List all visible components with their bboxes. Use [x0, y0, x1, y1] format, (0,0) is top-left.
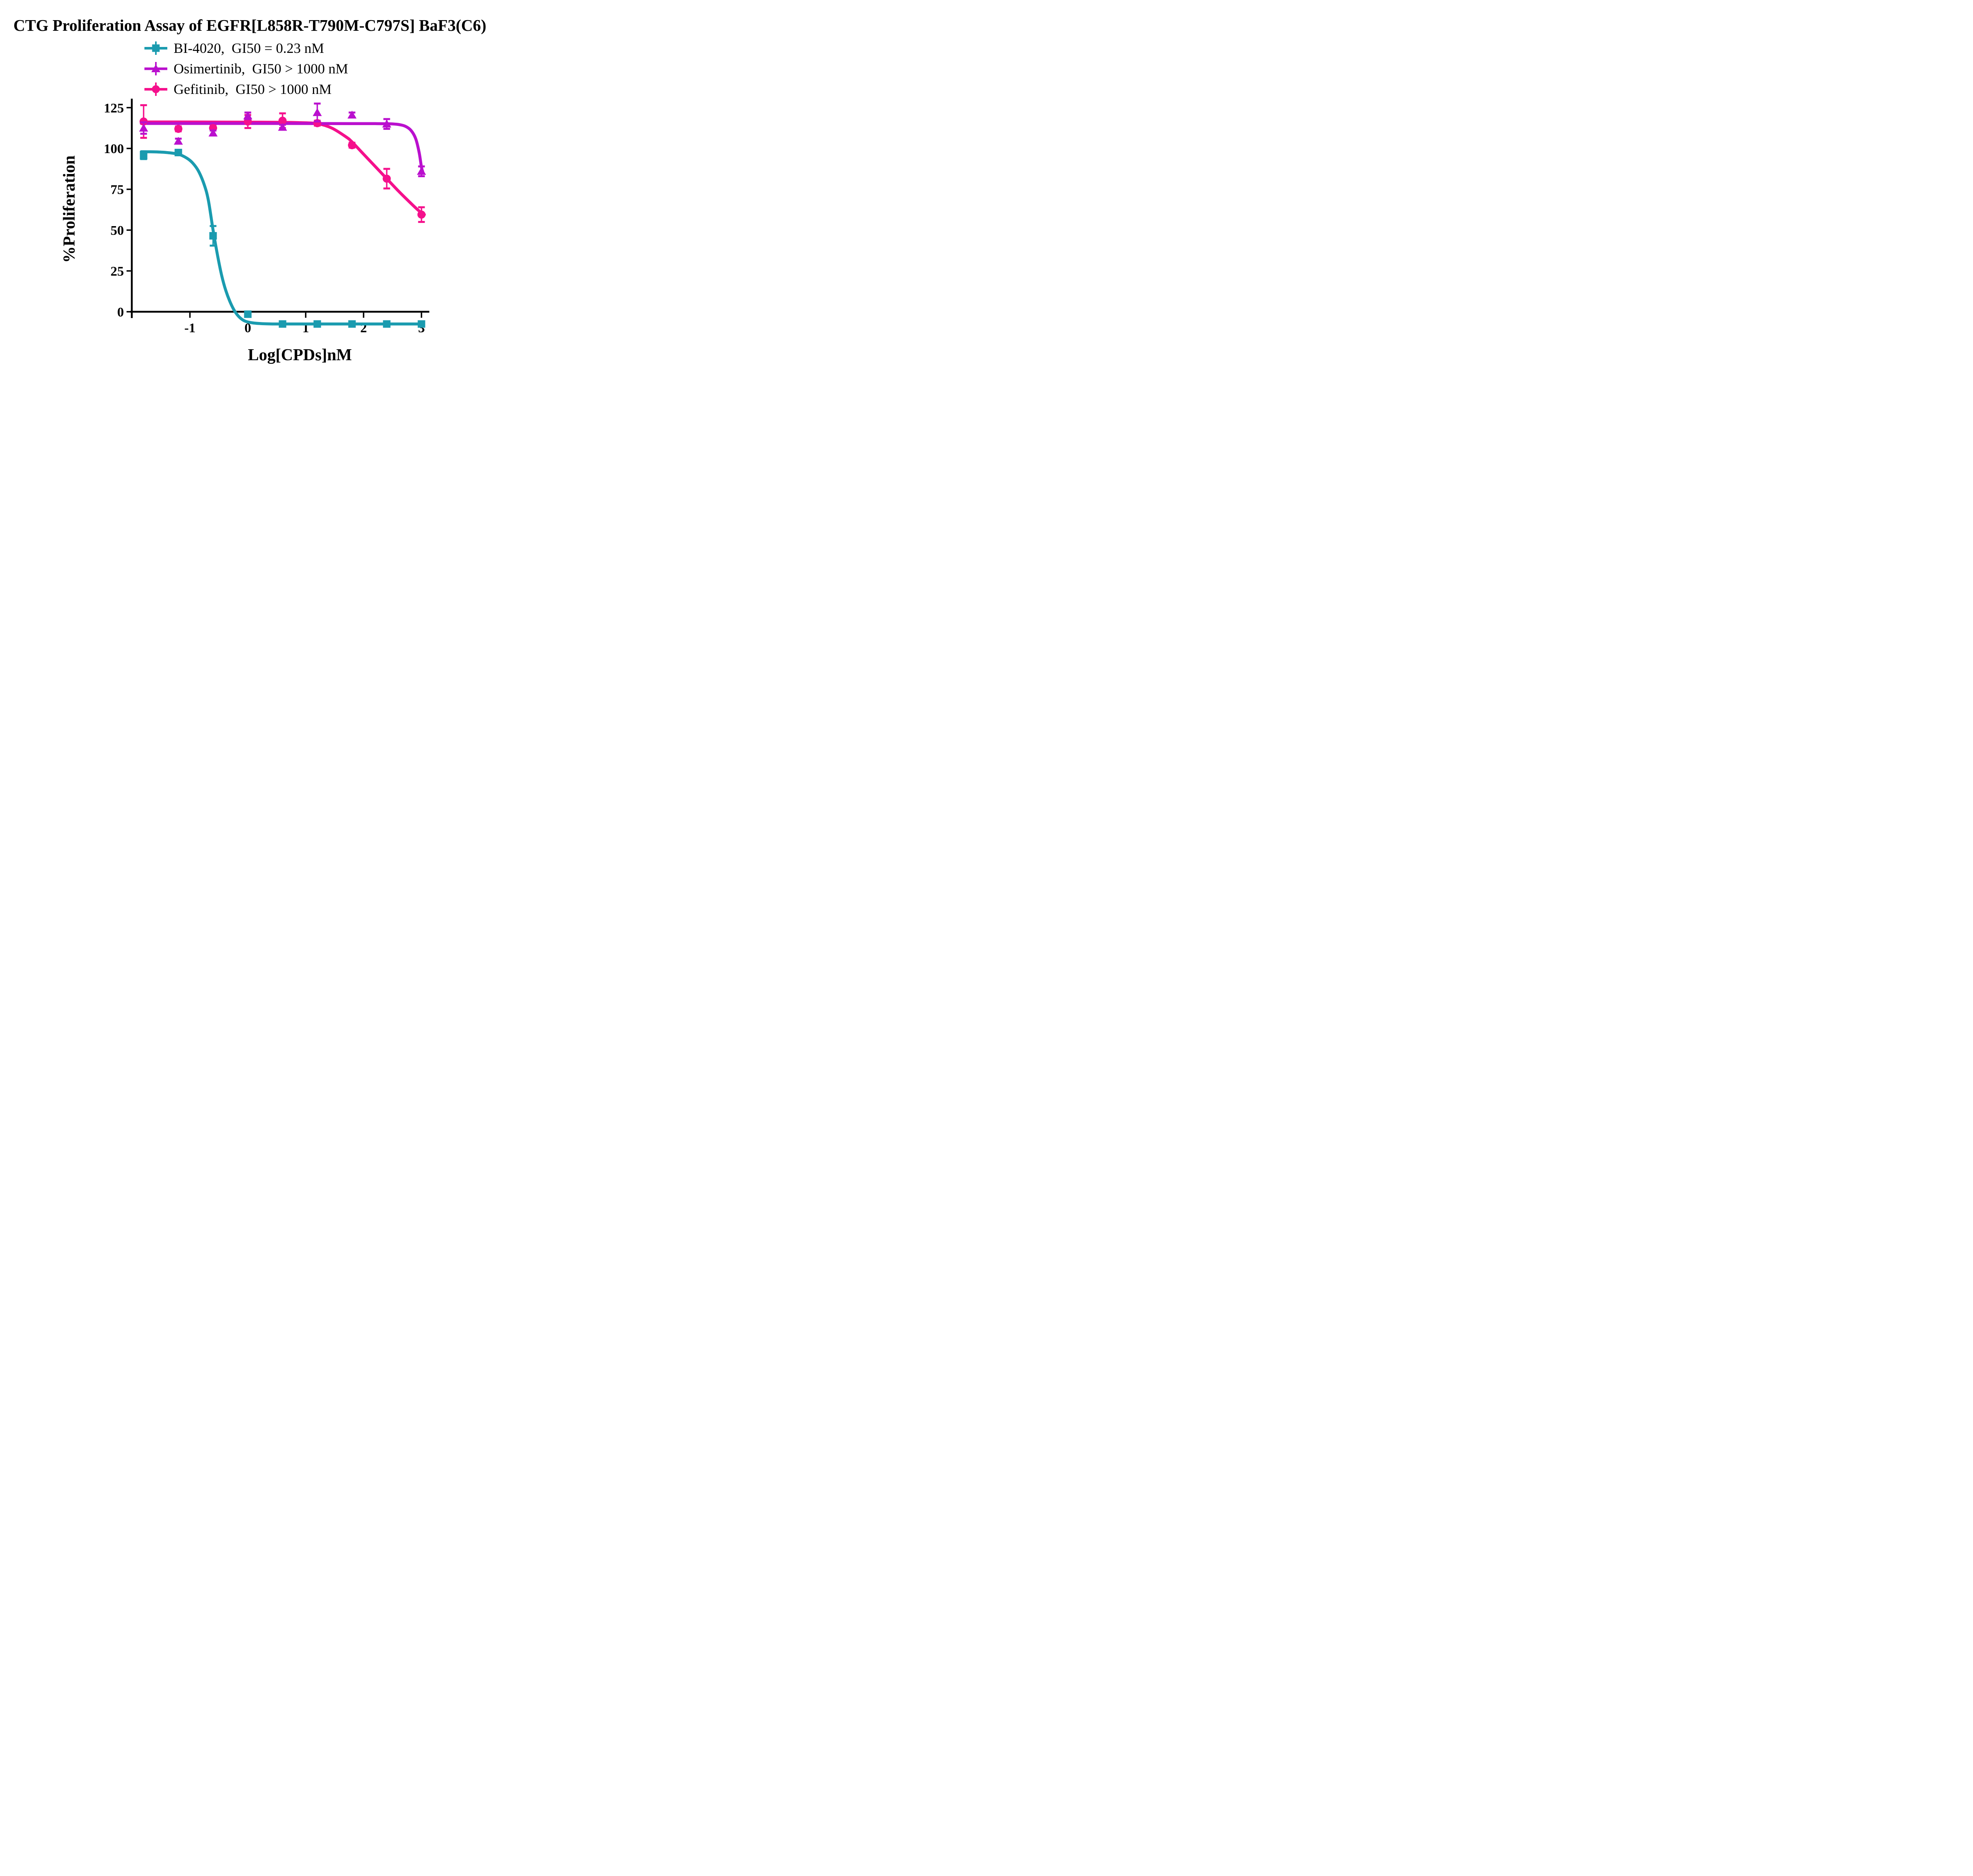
legend-circle-marker-icon	[144, 82, 167, 96]
series-osimertinib-error-cap-top	[314, 102, 321, 105]
legend-label: BI-4020, GI50 = 0.23 nM	[174, 40, 324, 56]
series-gefitinib-data-point-marker	[174, 125, 183, 133]
series-osimertinib-error-cap-bottom	[314, 120, 321, 123]
legend-triangle-marker-icon	[144, 62, 167, 75]
series-osimertinib-data-point-marker	[347, 110, 357, 119]
series-gefitinib-error-cap-bottom	[140, 137, 147, 139]
series-bi-4020-fit-curve	[140, 150, 423, 326]
series-osimertinib-data-point-marker	[417, 167, 426, 175]
series-gefitinib-data-point-marker	[278, 116, 287, 125]
series-gefitinib-error-cap-top	[418, 206, 425, 208]
legend-item-osimertinib: Osimertinib, GI50 > 1000 nM	[144, 58, 348, 79]
legend-item-gefitinib: Gefitinib, GI50 > 1000 nM	[144, 79, 348, 99]
y-tick	[126, 107, 131, 109]
series-gefitinib-error-cap-bottom	[244, 127, 251, 129]
series-gefitinib-error-cap-top	[279, 112, 286, 114]
x-tick	[421, 313, 422, 318]
legend: BI-4020, GI50 = 0.23 nM Osimertinib, GI50…	[144, 38, 348, 99]
legend-label: Osimertinib, GI50 > 1000 nM	[174, 61, 348, 77]
series-bi-4020-data-point-marker	[313, 320, 321, 328]
series-gefitinib-data-point-marker	[382, 174, 391, 183]
y-axis-line	[131, 99, 133, 318]
x-tick-label: -1	[184, 321, 195, 335]
series-osimertinib-error-cap-bottom	[383, 128, 390, 130]
y-tick	[126, 148, 131, 149]
y-axis-title: %Proliferation	[60, 155, 79, 263]
y-tick-label: 0	[117, 305, 124, 320]
y-tick	[126, 270, 131, 272]
series-bi-4020-data-point-marker	[174, 149, 182, 157]
series-osimertinib-error-cap-top	[383, 118, 390, 120]
series-bi-4020-data-point-marker	[348, 320, 356, 328]
series-bi-4020-data-point-marker	[209, 232, 217, 240]
x-tick	[189, 313, 191, 318]
series-gefitinib-error-cap-bottom	[418, 221, 425, 223]
series-osimertinib-data-point-marker	[278, 123, 287, 131]
series-gefitinib-data-point-marker	[417, 210, 426, 219]
y-tick-label: 100	[104, 142, 124, 156]
series-bi-4020-data-point-marker	[417, 320, 425, 328]
y-tick-label: 25	[110, 264, 124, 279]
x-tick-label: 0	[245, 321, 251, 335]
series-bi-4020-data-point-marker	[244, 310, 252, 318]
y-tick	[126, 229, 131, 231]
figure: CTG Proliferation Assay of EGFR[L858R-T7…	[0, 0, 562, 375]
series-bi-4020-data-point-marker	[383, 320, 391, 328]
series-osimertinib-fit-curve	[140, 122, 424, 173]
series-gefitinib-error-cap-top	[140, 104, 147, 107]
series-bi-4020-error-cap-top	[210, 225, 217, 227]
chart-title: CTG Proliferation Assay of EGFR[L858R-T7…	[13, 16, 487, 34]
series-gefitinib-error-cap-top	[383, 168, 390, 170]
series-bi-4020-error-cap-bottom	[210, 244, 217, 247]
series-gefitinib-fit-curve	[140, 120, 426, 216]
series-osimertinib-data-point-marker	[139, 124, 148, 132]
series-bi-4020-data-point-marker	[140, 152, 148, 160]
y-tick-label: 50	[110, 223, 124, 238]
series-gefitinib-data-point-marker	[348, 141, 356, 150]
series-osimertinib-data-point-marker	[313, 108, 322, 116]
series-gefitinib-error-cap-bottom	[383, 187, 390, 190]
y-tick-label: 75	[110, 183, 124, 197]
legend-square-marker-icon	[144, 41, 167, 55]
y-tick-label: 125	[104, 101, 124, 116]
y-tick	[126, 188, 131, 190]
x-tick	[363, 313, 365, 318]
series-osimertinib-error-cap-top	[140, 121, 147, 124]
x-axis-title: Log[CPDs]nM	[248, 346, 352, 364]
legend-item-bi-4020: BI-4020, GI50 = 0.23 nM	[144, 38, 348, 58]
series-osimertinib-data-point-marker	[174, 137, 183, 145]
x-axis-line	[130, 311, 429, 313]
series-osimertinib-data-point-marker	[208, 128, 218, 137]
x-tick	[305, 313, 307, 318]
series-osimertinib-error-cap-bottom	[418, 175, 425, 178]
series-osimertinib-error-cap-bottom	[140, 133, 147, 135]
series-bi-4020-data-point-marker	[279, 320, 286, 328]
y-tick	[126, 311, 131, 313]
series-osimertinib-data-point-marker	[243, 111, 253, 120]
series-osimertinib-data-point-marker	[382, 120, 391, 128]
legend-label: Gefitinib, GI50 > 1000 nM	[174, 81, 332, 97]
series-osimertinib-error-cap-top	[418, 165, 425, 168]
